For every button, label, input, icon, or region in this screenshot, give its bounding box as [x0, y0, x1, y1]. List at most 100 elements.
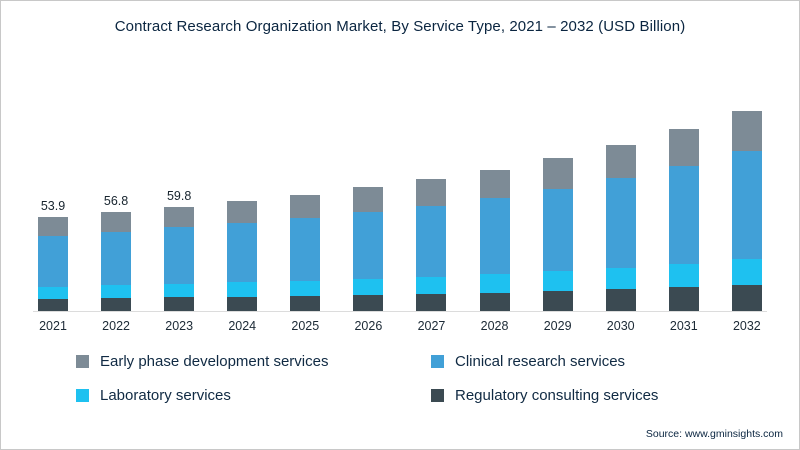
bar-value-label: [493, 152, 496, 166]
bar-segment: [101, 231, 132, 286]
legend-marker: [76, 355, 89, 368]
bar-column: [664, 111, 704, 311]
bar-value-label: [430, 161, 433, 175]
x-axis-label: 2030: [606, 319, 635, 333]
bar-segment: [605, 267, 636, 290]
bar-value-label: [556, 140, 559, 154]
source-note: Source: www.gminsights.com: [645, 428, 783, 440]
x-axis-label: 2026: [354, 319, 383, 333]
bar-segment: [353, 294, 384, 311]
bar-segment: [542, 271, 573, 292]
bar-value-label: 59.8: [166, 188, 192, 203]
bar-segment: [479, 292, 510, 311]
bar-segment: [668, 165, 699, 264]
bar-stack: [542, 158, 573, 311]
x-axis-label: 2032: [732, 319, 761, 333]
legend-item: Early phase development services: [76, 353, 431, 370]
legend-item: Regulatory consulting services: [431, 387, 726, 404]
bar-segment: [290, 295, 321, 311]
bar-column: [348, 169, 388, 311]
bar-segment: [164, 297, 195, 311]
bar-column: 56.8: [96, 194, 136, 311]
bar-segment: [605, 289, 636, 311]
bar-segment: [731, 111, 762, 152]
legend-item: Laboratory services: [76, 387, 431, 404]
bar-stack: [290, 194, 321, 311]
legend-label: Clinical research services: [455, 353, 626, 370]
bar-segment: [479, 169, 510, 198]
bars-row: 53.9 56.8 59.8: [33, 76, 767, 311]
bar-segment: [542, 158, 573, 189]
bar-column: 53.9: [33, 199, 73, 311]
legend-item: Clinical research services: [431, 353, 726, 370]
bar-segment: [416, 276, 447, 294]
bar-segment: [353, 187, 384, 212]
bar-value-label: [682, 111, 685, 125]
x-axis-label: 2031: [669, 319, 698, 333]
legend-label: Early phase development services: [100, 353, 329, 370]
legend-marker: [76, 389, 89, 402]
bar-column: [285, 177, 325, 311]
bar-column: [727, 93, 767, 311]
bar-segment: [479, 274, 510, 293]
bar-segment: [731, 259, 762, 285]
x-axis-label: 2021: [39, 319, 67, 333]
bar-column: 59.8: [159, 189, 199, 311]
bar-stack: [605, 145, 636, 311]
bar-segment: [101, 298, 132, 311]
x-axis-label: 2027: [417, 319, 446, 333]
bar-stack: [353, 187, 384, 311]
bar-segment: [731, 151, 762, 259]
bar-value-label: 56.8: [103, 193, 129, 208]
chart-title: Contract Research Organization Market, B…: [114, 18, 686, 35]
x-axis: 2021 2022 2023 2024 2025 2026 2027 2028 2029 2030…: [33, 311, 767, 333]
legend-marker: [431, 355, 444, 368]
legend-label: Laboratory services: [100, 387, 231, 404]
bar-segment: [605, 145, 636, 179]
bar-column: [411, 161, 451, 311]
bar-value-label: [304, 177, 307, 191]
bar-segment: [668, 129, 699, 166]
legend-marker: [431, 389, 444, 402]
bar-segment: [227, 200, 258, 223]
bar-column: [222, 183, 262, 311]
bar-value-label: [240, 183, 243, 197]
bar-column: [475, 152, 515, 311]
x-axis-label: 2023: [165, 319, 194, 333]
bar-stack: [101, 211, 132, 311]
bar-value-label: [619, 127, 622, 141]
bar-stack: [668, 129, 699, 311]
bar-segment: [605, 178, 636, 268]
bar-stack: [38, 216, 68, 311]
bar-segment: [227, 282, 258, 297]
bar-value-label: [745, 93, 748, 107]
bar-segment: [164, 283, 195, 298]
legend-label: Regulatory consulting services: [455, 387, 659, 404]
bar-segment: [542, 188, 573, 272]
bar-segment: [227, 296, 258, 311]
bar-segment: [101, 211, 132, 232]
bar-stack: [479, 169, 510, 311]
bar-segment: [416, 178, 447, 206]
bar-segment: [38, 235, 68, 287]
bar-segment: [290, 280, 321, 296]
x-axis-label: 2024: [228, 319, 257, 333]
x-axis-label: 2029: [543, 319, 572, 333]
bar-stack: [164, 206, 195, 311]
bar-stack: [227, 200, 258, 311]
legend: Early phase development services Clinical…: [76, 353, 726, 404]
bar-segment: [479, 197, 510, 275]
bar-stack: [731, 111, 762, 311]
bar-value-label: [367, 169, 370, 183]
x-axis-label: 2022: [102, 319, 130, 333]
bar-segment: [164, 206, 195, 228]
bar-segment: [38, 298, 68, 311]
bar-column: [538, 140, 578, 311]
x-axis-label: 2028: [480, 319, 509, 333]
bar-segment: [668, 263, 699, 288]
bar-segment: [164, 227, 195, 284]
bar-segment: [38, 286, 68, 299]
bar-segment: [731, 285, 762, 311]
bar-segment: [542, 291, 573, 311]
